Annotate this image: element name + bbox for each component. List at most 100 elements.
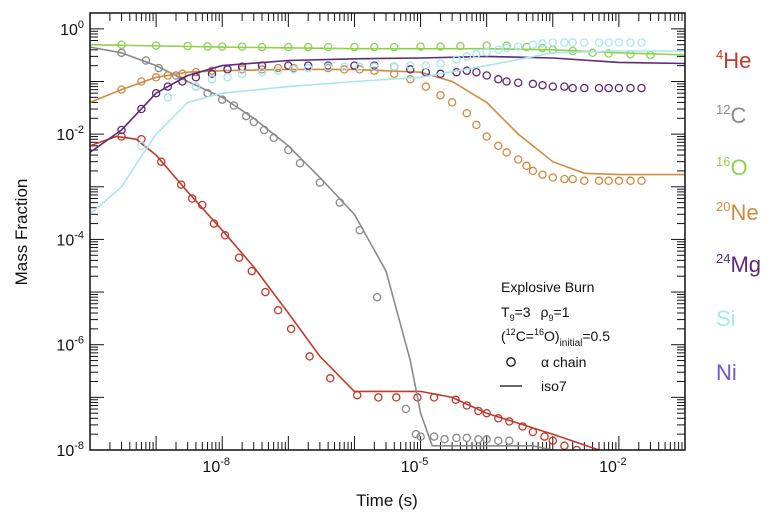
data-point-he: [528, 427, 538, 437]
data-point-he: [352, 390, 362, 400]
data-point-ne: [151, 73, 161, 82]
isotope-label-mg: 24Mg: [716, 251, 761, 277]
data-point-mg: [117, 125, 126, 135]
data-point-mg: [604, 83, 613, 93]
data-point-ne: [528, 166, 538, 176]
data-point-ne: [594, 176, 604, 186]
data-point-he: [429, 393, 439, 402]
data-point-si: [452, 55, 461, 64]
y-tick-labels: 100 10-2 10-4 10-6 10-8: [56, 19, 84, 460]
data-point-mg: [462, 66, 472, 75]
data-point-he: [505, 417, 514, 426]
data-point-si: [528, 40, 538, 49]
data-point-c: [117, 48, 126, 58]
data-point-he: [273, 306, 283, 315]
data-point-si: [163, 93, 173, 102]
data-point-ne: [538, 170, 547, 179]
data-point-o: [389, 42, 399, 52]
data-point-si: [436, 59, 445, 68]
data-point-si: [421, 61, 431, 70]
data-point-mg: [163, 82, 173, 91]
y-tick-label: 10-4: [56, 229, 84, 249]
data-point-mg: [406, 65, 415, 74]
data-point-ne: [482, 132, 491, 141]
data-point-o: [183, 41, 192, 51]
data-point-mg: [191, 73, 201, 82]
data-point-he: [261, 287, 270, 297]
legend-marker-label: α chain: [541, 354, 586, 370]
data-point-he: [494, 414, 503, 423]
data-point-si: [637, 38, 646, 47]
data-point-c: [411, 429, 421, 439]
data-point-o: [456, 41, 465, 51]
data-point-he: [548, 436, 558, 445]
data-point-ne: [494, 141, 503, 151]
data-point-he: [220, 231, 230, 240]
isotope-label-ni: Ni: [716, 360, 737, 385]
data-point-c: [372, 292, 382, 302]
data-point-o: [323, 42, 333, 52]
data-point-mg: [502, 77, 511, 86]
data-point-si: [604, 38, 613, 47]
data-point-he: [234, 253, 244, 262]
data-point-mg: [472, 67, 481, 77]
data-point-ne: [436, 90, 445, 100]
data-point-o: [538, 43, 547, 53]
data-point-c: [416, 432, 425, 441]
data-point-he: [176, 180, 186, 189]
data-point-c: [335, 198, 345, 207]
isotope-label-c: 12C: [716, 102, 746, 128]
isotope-label-si: Si: [716, 306, 736, 331]
data-point-si: [494, 45, 503, 55]
data-point-si: [626, 38, 635, 47]
data-point-mg: [513, 78, 523, 87]
data-point-si: [502, 43, 511, 53]
data-point-he: [157, 157, 166, 166]
data-point-c: [452, 433, 461, 443]
data-point-c: [229, 101, 239, 110]
data-point-c: [217, 95, 227, 104]
data-point-c: [505, 436, 514, 445]
data-point-mg: [137, 104, 146, 114]
data-point-c: [141, 56, 151, 65]
data-point-ne: [472, 120, 481, 130]
annotation-conditions: T9=3 ρ9=1: [501, 304, 570, 323]
series-line-si: [90, 50, 685, 215]
data-point-o: [203, 42, 212, 51]
isotope-label-o: 16O: [716, 154, 748, 180]
data-point-si: [462, 52, 472, 61]
data-point-c: [315, 178, 325, 187]
data-point-si: [568, 38, 577, 47]
data-point-he: [374, 393, 383, 402]
data-point-mg: [626, 83, 635, 93]
data-point-ne: [421, 82, 431, 91]
data-point-si: [303, 63, 313, 73]
data-point-o: [436, 42, 445, 51]
data-point-si: [289, 65, 298, 74]
data-point-mg: [303, 61, 313, 70]
data-point-o: [502, 41, 511, 50]
data-point-he: [209, 219, 219, 228]
data-point-ne: [614, 176, 624, 186]
data-point-si: [472, 49, 481, 59]
data-point-ne: [370, 66, 379, 75]
data-point-c: [429, 432, 439, 441]
data-point-he: [451, 395, 460, 405]
data-point-si: [580, 38, 589, 47]
data-point-si: [355, 62, 364, 72]
data-point-ne: [548, 173, 558, 182]
data-point-mg: [614, 83, 624, 93]
data-point-ne: [207, 66, 217, 75]
plot-frame: [89, 12, 686, 451]
data-point-o: [604, 49, 613, 58]
y-tick-label: 10-2: [56, 124, 84, 144]
x-tick-label: 10-2: [599, 456, 627, 476]
data-point-o: [350, 42, 359, 52]
series-layer: [90, 38, 685, 450]
series-line-o: [90, 43, 685, 56]
data-point-he: [247, 266, 257, 276]
data-point-ne: [637, 176, 646, 186]
data-point-mg: [637, 83, 646, 93]
data-point-ne: [117, 85, 126, 94]
